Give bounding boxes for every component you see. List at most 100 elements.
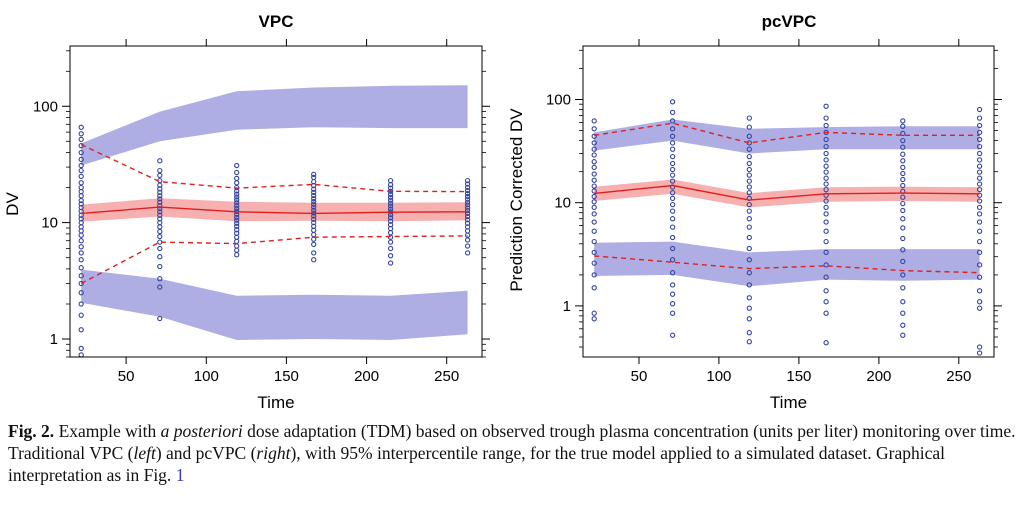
observation-point <box>746 190 752 196</box>
observation-point <box>746 305 752 311</box>
observation-point <box>823 157 829 163</box>
observation-point <box>157 245 163 252</box>
observed-upper-percentile-line <box>594 122 980 144</box>
observation-point <box>976 249 983 256</box>
observation-point <box>669 224 676 230</box>
observation-point <box>157 233 163 240</box>
observation-point <box>900 176 906 183</box>
observation-point <box>823 175 829 181</box>
observation-point <box>311 198 317 205</box>
observation-point <box>900 235 906 242</box>
observation-point <box>900 247 906 253</box>
observation-point <box>900 200 906 207</box>
observation-point <box>976 150 983 157</box>
observation-point <box>78 301 84 307</box>
observation-point <box>591 126 597 132</box>
upper-percentile-band <box>81 85 468 166</box>
observation-point <box>591 146 597 152</box>
observation-point <box>78 345 84 352</box>
observation-point <box>900 332 906 338</box>
observation-point <box>746 201 752 208</box>
observation-point <box>78 244 84 250</box>
observation-point <box>387 197 394 203</box>
caption-figure-link[interactable]: 1 <box>175 465 185 485</box>
observation-point <box>823 163 829 169</box>
observation-point <box>746 224 752 230</box>
x-tick-label: 200 <box>354 368 379 385</box>
observation-point <box>746 184 752 190</box>
observation-point <box>464 213 471 220</box>
observation-point <box>464 190 471 197</box>
observation-point <box>746 153 752 160</box>
observation-point <box>311 257 317 263</box>
observation-point <box>669 301 676 307</box>
observation-point <box>591 177 597 183</box>
observation-point <box>157 189 163 196</box>
observation-point <box>78 352 84 358</box>
observation-point <box>591 171 597 177</box>
observation-point <box>157 167 163 174</box>
observation-point <box>669 234 676 241</box>
observation-point <box>311 250 317 256</box>
observation-point <box>976 299 983 305</box>
observation-point <box>900 118 906 124</box>
observation-point <box>746 234 752 241</box>
observation-point <box>669 208 676 214</box>
figure-caption: Fig. 2. Example with a posteriori dose a… <box>8 420 1018 486</box>
observation-point <box>387 245 394 252</box>
observation-point <box>78 167 84 174</box>
observation-point <box>591 152 597 158</box>
observation-point <box>900 194 906 200</box>
observation-point <box>78 312 84 318</box>
observation-point <box>591 316 597 322</box>
observation-point <box>591 204 597 211</box>
observation-point <box>464 181 471 187</box>
observation-point <box>669 195 676 202</box>
observation-point <box>387 177 394 184</box>
observation-point <box>78 204 84 211</box>
observation-point <box>823 340 829 346</box>
observation-point <box>78 124 84 130</box>
observation-point <box>234 217 240 223</box>
observation-point <box>746 146 752 152</box>
observation-point <box>823 136 829 143</box>
observation-point <box>78 193 84 199</box>
observation-point <box>78 162 84 169</box>
observation-point <box>976 106 983 113</box>
observation-point <box>746 172 752 178</box>
observation-point <box>823 143 829 150</box>
observation-point <box>157 216 163 222</box>
observation-point <box>387 206 394 212</box>
caption-text-3: ) and pcVPC ( <box>155 443 257 463</box>
observation-point <box>823 219 829 225</box>
observation-point <box>464 205 471 211</box>
observation-point <box>157 254 163 260</box>
observation-point <box>900 285 906 291</box>
observation-point <box>746 330 752 336</box>
observation-point <box>976 288 983 294</box>
observation-point <box>157 212 163 218</box>
observation-point <box>976 143 983 150</box>
caption-text-2: dose adaptation (TDM) based on observed … <box>8 421 1016 463</box>
observation-point <box>823 181 829 187</box>
observation-point <box>311 186 317 192</box>
observation-point <box>669 245 676 252</box>
observed-median-line <box>594 184 980 201</box>
median-band <box>594 179 980 208</box>
observation-point <box>823 310 829 316</box>
y-tick-label: 100 <box>33 98 58 115</box>
observation-point <box>78 131 84 137</box>
observation-point <box>669 99 676 105</box>
observation-point <box>464 207 471 214</box>
observation-point <box>669 126 676 132</box>
y-tick-label: 1 <box>50 331 58 348</box>
median-band <box>81 198 468 222</box>
x-tick-label: 50 <box>631 368 648 385</box>
observation-point <box>234 205 240 212</box>
observation-point <box>78 327 84 333</box>
observation-point <box>464 250 471 256</box>
observation-point <box>311 201 317 207</box>
observation-point <box>234 197 240 203</box>
observation-point <box>669 118 676 124</box>
observation-point <box>976 344 983 350</box>
